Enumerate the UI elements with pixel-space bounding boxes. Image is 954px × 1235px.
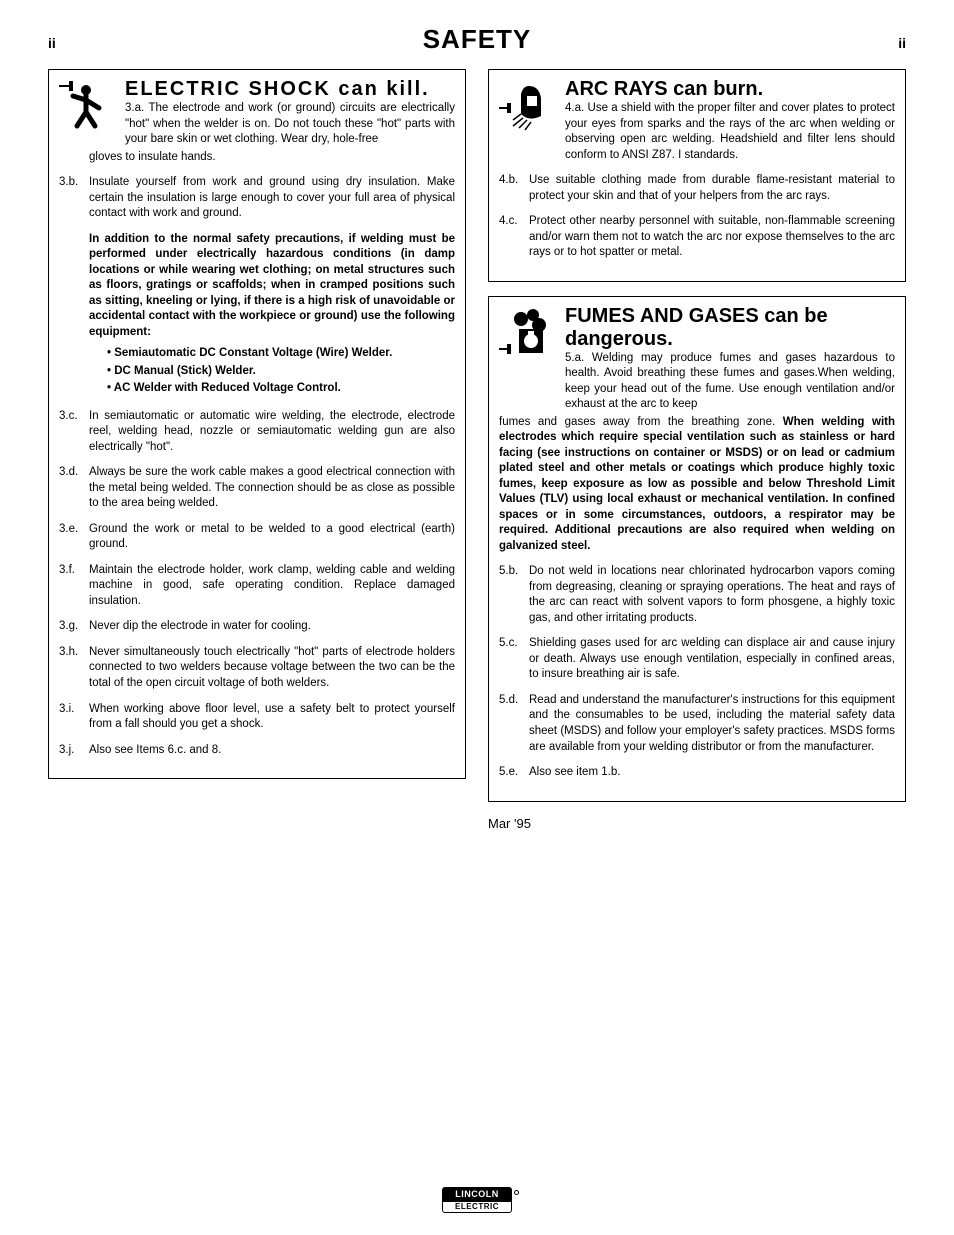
section-head: FUMES AND GASES can be dangerous. 5.a. W… bbox=[499, 305, 895, 413]
lead-body: The electrode and work (or ground) circu… bbox=[125, 102, 455, 145]
list-item: 3.b. Insulate yourself from work and gro… bbox=[59, 175, 455, 399]
logo-bottom: ELECTRIC bbox=[442, 1201, 512, 1213]
section-head: ELECTRIC SHOCK can kill. 3.a. The electr… bbox=[59, 78, 455, 148]
section-title: ELECTRIC SHOCK can kill. bbox=[125, 78, 455, 101]
list-item: 3.c.In semiautomatic or automatic wire w… bbox=[59, 409, 455, 456]
list-item: 4.c.Protect other nearby personnel with … bbox=[499, 214, 895, 261]
item-list: 3.b. Insulate yourself from work and gro… bbox=[59, 175, 455, 758]
logo-top: LINCOLN bbox=[442, 1187, 512, 1201]
item-list: 5.b.Do not weld in locations near chlori… bbox=[499, 564, 895, 780]
list-item: 4.b.Use suitable clothing made from dura… bbox=[499, 173, 895, 204]
list-item: 3.e.Ground the work or metal to be welde… bbox=[59, 522, 455, 553]
registered-icon bbox=[514, 1190, 519, 1195]
list-item: 5.d.Read and understand the manufacturer… bbox=[499, 693, 895, 755]
item-list: 4.b.Use suitable clothing made from dura… bbox=[499, 173, 895, 261]
list-item: 3.g.Never dip the electrode in water for… bbox=[59, 619, 455, 635]
electric-shock-icon bbox=[59, 78, 115, 134]
arc-rays-section: ARC RAYS can burn. 4.a. Use a shield wit… bbox=[488, 69, 906, 282]
list-item: 3.f.Maintain the electrode holder, work … bbox=[59, 563, 455, 610]
lead-continuation: fumes and gases away from the breathing … bbox=[499, 415, 895, 555]
fumes-gases-section: FUMES AND GASES can be dangerous. 5.a. W… bbox=[488, 296, 906, 802]
lead-text: 3.a. The electrode and work (or ground) … bbox=[125, 101, 455, 148]
page-number-left: ii bbox=[48, 35, 56, 51]
item-label: 3.b. bbox=[59, 175, 89, 399]
bold-block: In addition to the normal safety precaut… bbox=[89, 232, 455, 341]
content-columns: ELECTRIC SHOCK can kill. 3.a. The electr… bbox=[48, 69, 906, 831]
logo-wrap: LINCOLN ELECTRIC bbox=[0, 1187, 954, 1213]
fumes-gases-icon bbox=[499, 305, 555, 361]
bullet: • AC Welder with Reduced Voltage Control… bbox=[107, 381, 455, 397]
bullet-list: • Semiautomatic DC Constant Voltage (Wir… bbox=[107, 346, 455, 397]
list-item: 3.h.Never simultaneously touch electrica… bbox=[59, 645, 455, 692]
lead-text: 4.a. Use a shield with the proper filter… bbox=[565, 101, 895, 163]
list-item: 5.c.Shielding gases used for arc welding… bbox=[499, 636, 895, 683]
bullet: • DC Manual (Stick) Welder. bbox=[107, 364, 455, 380]
left-column: ELECTRIC SHOCK can kill. 3.a. The electr… bbox=[48, 69, 466, 831]
lead-text: 5.a. Welding may produce fumes and gases… bbox=[565, 351, 895, 413]
list-item: 3.i.When working above floor level, use … bbox=[59, 702, 455, 733]
date-text: Mar '95 bbox=[488, 816, 906, 831]
lead-label: 3.a. bbox=[125, 102, 144, 114]
list-item: 5.b.Do not weld in locations near chlori… bbox=[499, 564, 895, 626]
section-title: ARC RAYS can burn. bbox=[565, 78, 895, 101]
electric-shock-section: ELECTRIC SHOCK can kill. 3.a. The electr… bbox=[48, 69, 466, 779]
page-title: SAFETY bbox=[423, 24, 532, 55]
lincoln-electric-logo: LINCOLN ELECTRIC bbox=[442, 1187, 512, 1213]
lead-continuation: gloves to insulate hands. bbox=[89, 150, 455, 166]
list-item: 3.j.Also see Items 6.c. and 8. bbox=[59, 743, 455, 759]
bullet: • Semiautomatic DC Constant Voltage (Wir… bbox=[107, 346, 455, 362]
bold-inline: When welding with electrodes which requi… bbox=[499, 416, 895, 552]
list-item: 3.d.Always be sure the work cable makes … bbox=[59, 465, 455, 512]
arc-rays-icon bbox=[499, 78, 555, 134]
section-title: FUMES AND GASES can be dangerous. bbox=[565, 305, 895, 351]
item-text: Insulate yourself from work and ground u… bbox=[89, 175, 455, 399]
page-number-right: ii bbox=[898, 35, 906, 51]
section-head: ARC RAYS can burn. 4.a. Use a shield wit… bbox=[499, 78, 895, 163]
header-row: ii SAFETY ii bbox=[48, 24, 906, 55]
list-item: 5.e.Also see item 1.b. bbox=[499, 765, 895, 781]
right-column: ARC RAYS can burn. 4.a. Use a shield wit… bbox=[488, 69, 906, 831]
